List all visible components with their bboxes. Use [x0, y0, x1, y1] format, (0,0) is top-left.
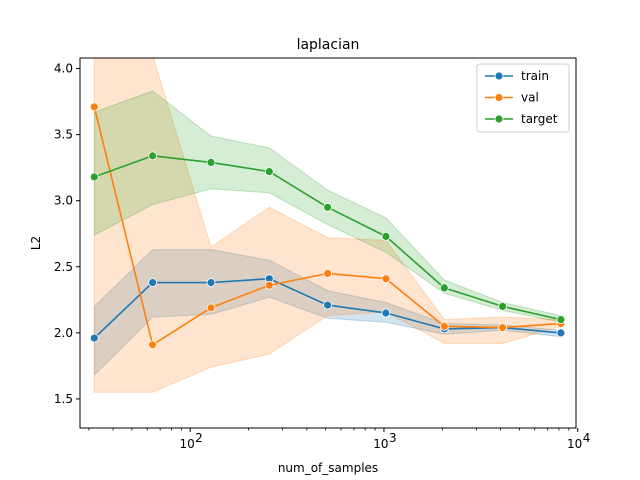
point-train	[556, 328, 566, 338]
point-train	[381, 308, 391, 318]
x-axis-label: num_of_samples	[278, 461, 378, 475]
x-tick-exponent: 2	[195, 431, 203, 445]
x-tick-label: 10	[373, 437, 388, 451]
point-target	[323, 202, 333, 212]
point-val	[498, 323, 508, 333]
legend-label-val: val	[521, 91, 539, 105]
y-axis-label: L2	[29, 236, 43, 250]
point-val	[381, 274, 391, 284]
legend: train val target	[476, 63, 570, 133]
point-target	[206, 157, 216, 167]
y-tick-label: 1.5	[54, 392, 73, 406]
point-target	[89, 172, 99, 182]
legend-label-target: target	[521, 112, 558, 126]
point-target	[264, 167, 274, 177]
point-target	[148, 151, 158, 161]
x-tick-label: 10	[567, 437, 582, 451]
y-tick-label: 3.0	[54, 194, 73, 208]
y-tick-label: 3.5	[54, 128, 73, 142]
chart-title: laplacian	[297, 37, 360, 53]
x-tick-exponent: 3	[389, 431, 397, 445]
plot-frame	[79, 57, 577, 429]
point-train	[323, 300, 333, 310]
x-tick-exponent: 4	[583, 431, 591, 445]
point-target	[556, 315, 566, 325]
point-target	[381, 231, 391, 241]
point-target	[498, 301, 508, 311]
legend-marker-train	[494, 71, 504, 81]
point-val	[206, 303, 216, 313]
point-target	[439, 283, 449, 293]
point-val	[439, 321, 449, 331]
x-tick-label: 10	[180, 437, 195, 451]
legend-marker-val	[494, 93, 504, 102]
y-tick-label: 4.0	[54, 62, 73, 76]
point-train	[148, 278, 158, 288]
y-tick-label: 2.0	[54, 326, 73, 340]
point-train	[206, 278, 216, 288]
point-val	[148, 340, 158, 350]
y-tick-label: 2.5	[54, 260, 73, 274]
legend-marker-target	[494, 114, 504, 124]
point-val	[264, 280, 274, 290]
point-val	[89, 102, 99, 112]
legend-label-train: train	[521, 69, 549, 83]
point-train	[89, 333, 99, 343]
point-val	[323, 268, 333, 278]
